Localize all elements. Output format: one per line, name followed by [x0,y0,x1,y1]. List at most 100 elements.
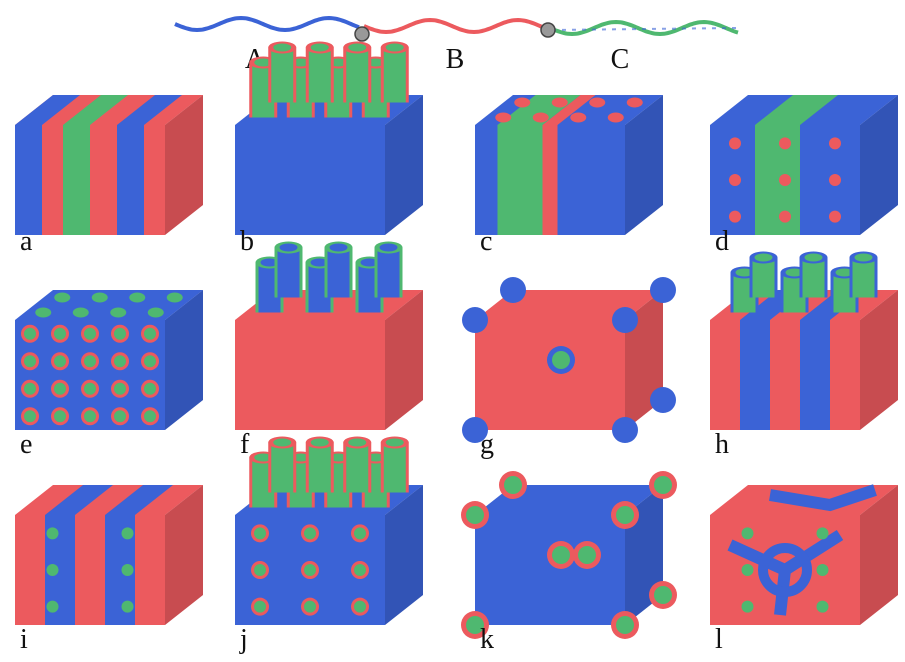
cylinder-core [348,43,367,52]
stripe-top [105,485,173,515]
cylinder-core [360,258,379,267]
dot [779,137,791,150]
center-sphere [552,351,570,369]
cylinder [802,257,825,298]
front-face [235,320,385,430]
stripe-top [15,95,80,125]
dot [304,564,316,576]
dot [54,355,66,368]
cylinder [346,442,369,493]
dot [741,527,754,540]
center-sphere [578,546,596,564]
top-dot [72,307,89,318]
network-node [758,543,812,597]
dot [816,600,829,613]
morphology-cube [710,95,898,235]
dot [354,527,366,540]
cylinder [346,47,369,103]
top-dot [166,292,183,303]
dot [729,137,741,150]
side-face [385,95,423,235]
dot [54,382,66,395]
stripe-top [63,95,128,125]
side-shade [860,290,898,430]
stripe [15,125,42,235]
morphology-cube [710,251,898,430]
morphology-cube [235,41,423,235]
cylinder [271,442,294,493]
cylinder-core [835,268,854,277]
side-face [860,95,898,235]
morphology-cube [15,485,203,625]
side-shade [385,290,423,430]
junction-bead [354,26,370,42]
sphere [612,307,638,333]
stripe [117,125,144,235]
sphere [466,506,484,524]
dot [46,600,59,613]
top-dot [147,307,164,318]
dot [304,527,316,540]
center-sphere [552,546,570,564]
top-dot [54,292,71,303]
top-dot [589,97,606,108]
top-dot [570,112,587,123]
sphere [612,417,638,443]
dot [254,527,266,540]
cylinder [383,442,406,493]
cylinder [277,247,300,298]
cylinder [271,47,294,103]
cylinder-core [254,58,273,67]
dot [816,527,829,540]
side-shade [860,485,898,625]
dot [729,210,741,223]
cylinder [308,442,331,493]
dot [816,564,829,576]
cylinder-core [754,253,773,262]
cylinder-core [735,268,754,277]
morphology-cube [15,290,203,430]
cylinder-core [348,438,367,447]
stripe [542,125,558,235]
top-dot [551,97,568,108]
front-face [475,320,625,430]
dot [46,527,59,540]
panel-label: g [480,429,494,460]
front-face [710,320,860,430]
dot [121,527,134,540]
panel-label: j [239,624,248,655]
dot [84,410,96,423]
stripe [740,320,770,430]
dot [54,410,66,423]
dot [121,564,134,576]
top-dot [129,292,146,303]
dot [829,174,841,186]
morphology-cube [461,471,677,639]
sphere [504,476,522,494]
cylinder-core [310,438,329,447]
morphology-cube [235,436,423,625]
sphere [654,476,672,494]
chain-label: B [446,44,465,75]
panel-label: k [480,624,494,655]
block-a [174,15,360,33]
stripe-top [755,95,838,125]
sphere [650,387,676,413]
sphere [616,616,634,634]
dot [114,327,126,340]
stripe [63,125,90,235]
side-shade [625,95,663,235]
dot [121,600,134,613]
panel-label: h [715,429,729,460]
top-dot [626,97,643,108]
side-shade [385,485,423,625]
dot [779,174,791,186]
dot [779,210,791,223]
cylinder-core [310,43,329,52]
cylinder-core [254,453,273,462]
dot [84,382,96,395]
block-c-dash [551,27,737,31]
dot [46,564,59,576]
front-face [475,515,625,625]
